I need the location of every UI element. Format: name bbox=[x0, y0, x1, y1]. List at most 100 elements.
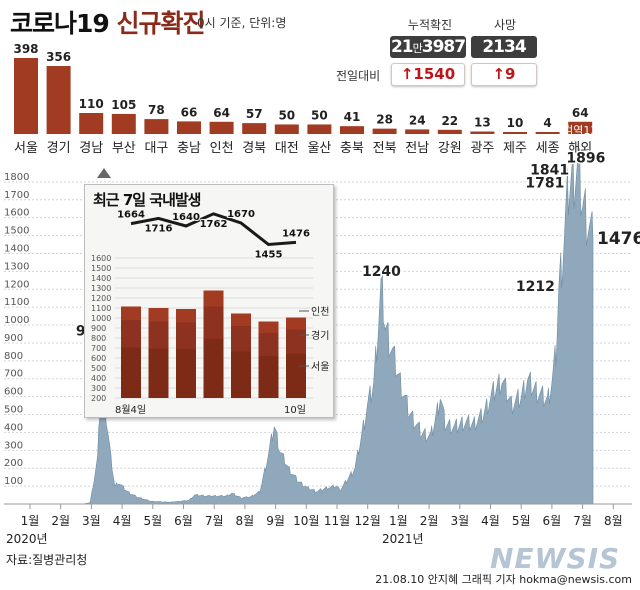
inset-y-tick-label: 300 bbox=[91, 384, 106, 393]
y-tick-label: 300 bbox=[4, 440, 23, 451]
credit-line: 21.08.10 안지혜 그래픽 기자 hokma@newsis.com bbox=[375, 573, 632, 586]
x-tick-label: 3월 bbox=[450, 514, 469, 528]
inset-pointer bbox=[97, 168, 111, 178]
x-tick-label: 4월 bbox=[113, 514, 132, 528]
y-tick-label: 700 bbox=[4, 369, 23, 380]
title-prefix: 코로나19 bbox=[10, 9, 117, 38]
y-tick-label: 1600 bbox=[4, 208, 29, 219]
inset-line-label: 1664 bbox=[117, 210, 145, 221]
x-tick-label: 6월 bbox=[543, 514, 562, 528]
inset-y-tick-label: 500 bbox=[91, 364, 106, 373]
region-bar-label: 부산 bbox=[112, 141, 136, 156]
x-tick-label: 1월 bbox=[389, 514, 408, 528]
region-bar-value: 78 bbox=[148, 103, 165, 117]
region-bar bbox=[307, 124, 332, 134]
overseas-annotation: (검역13) bbox=[559, 124, 602, 137]
region-bar-value: 13 bbox=[474, 116, 491, 130]
peak-annotation: 1212 bbox=[516, 279, 555, 295]
region-bar bbox=[340, 126, 364, 134]
inset-bar-incheon bbox=[148, 308, 169, 322]
chart-title: 코로나19 신규확진 bbox=[10, 4, 206, 40]
region-bar bbox=[79, 112, 104, 134]
inset-bar-incheon bbox=[286, 317, 306, 330]
region-bar bbox=[535, 132, 560, 134]
inset-x-label-start: 8월4일 bbox=[115, 404, 146, 416]
region-bar bbox=[274, 124, 299, 134]
region-bar-value: 105 bbox=[111, 98, 136, 112]
inset-bar-gyeonggi bbox=[176, 322, 196, 350]
inset-y-tick-label: 1600 bbox=[91, 254, 111, 263]
cumulative-delta: ↑1540 bbox=[391, 63, 465, 86]
inset-y-tick-label: 200 bbox=[91, 394, 106, 403]
title-accent: 신규확진 bbox=[116, 9, 206, 38]
region-bar-value: 10 bbox=[507, 116, 524, 130]
x-tick-label: 5월 bbox=[143, 514, 162, 528]
y-tick-label: 900 bbox=[4, 333, 23, 344]
x-tick-label: 11월 bbox=[324, 514, 350, 528]
inset-bar-gyeonggi bbox=[286, 329, 306, 354]
region-bar-value: 50 bbox=[311, 108, 328, 122]
region-bar bbox=[111, 113, 136, 134]
region-bar-label: 경남 bbox=[79, 141, 103, 156]
region-bar bbox=[372, 128, 397, 134]
inset-legend-label: 서울 bbox=[311, 361, 329, 373]
region-bar-value: 24 bbox=[409, 113, 426, 127]
region-bar-label: 인천 bbox=[210, 141, 234, 156]
region-bar-label: 광주 bbox=[470, 141, 494, 156]
peak-annotation: 1476 bbox=[597, 229, 640, 249]
inset-line-label: 1476 bbox=[282, 228, 310, 239]
y-tick-label: 200 bbox=[4, 458, 23, 469]
y-tick-label: 1200 bbox=[4, 279, 29, 290]
death-label: 사망 bbox=[493, 18, 517, 32]
daily-cases-area bbox=[56, 148, 594, 505]
inset-y-tick-label: 1000 bbox=[91, 314, 111, 323]
x-tick-label: 10월 bbox=[293, 514, 319, 528]
region-bar bbox=[568, 121, 593, 134]
region-bar-label: 전남 bbox=[405, 141, 429, 156]
region-bar-value: 64 bbox=[572, 106, 589, 120]
inset-bar-gyeonggi bbox=[258, 332, 279, 356]
chart-subtitle: 0시 기준, 단위:명 bbox=[197, 16, 287, 30]
region-bar-label: 대전 bbox=[275, 141, 299, 156]
region-bar bbox=[144, 119, 169, 134]
inset-bar-incheon bbox=[231, 313, 251, 327]
inset-legend-label: 인천 bbox=[311, 306, 329, 318]
inset-bar-gyeonggi bbox=[121, 320, 141, 348]
region-bar-value: 50 bbox=[278, 108, 295, 122]
newsis-watermark: NEWSIS bbox=[490, 542, 621, 575]
inset-line bbox=[130, 212, 297, 247]
y-tick-label: 1300 bbox=[4, 261, 29, 272]
inset-title: 최근 7일 국내발생 bbox=[93, 191, 201, 209]
cumulative-value-man: 만 bbox=[412, 42, 423, 55]
inset-legend-label: 경기 bbox=[311, 329, 329, 342]
inset-line-label: 1640 bbox=[172, 212, 200, 223]
region-bar-value: 57 bbox=[246, 107, 263, 121]
region-bar-value: 4 bbox=[543, 116, 551, 130]
inset-bar-incheon bbox=[121, 306, 141, 321]
region-bar-value: 64 bbox=[213, 106, 230, 120]
year-label-2021: 2021년 bbox=[382, 532, 424, 546]
region-bar-value: 28 bbox=[376, 113, 393, 127]
inset-y-tick-label: 600 bbox=[91, 354, 106, 363]
x-tick-label: 2월 bbox=[51, 514, 70, 528]
region-bar-value: 398 bbox=[13, 42, 38, 56]
x-tick-label: 4월 bbox=[481, 514, 500, 528]
x-tick-label: 9월 bbox=[266, 514, 285, 528]
region-bar bbox=[405, 129, 430, 134]
inset-line-label: 1455 bbox=[255, 250, 283, 261]
x-tick-label: 8월 bbox=[236, 514, 255, 528]
inset-bar-gyeonggi bbox=[148, 321, 169, 349]
region-bar bbox=[242, 123, 267, 134]
region-bar-value: 110 bbox=[79, 97, 104, 111]
y-tick-label: 800 bbox=[4, 351, 23, 362]
x-tick-label: 3월 bbox=[82, 514, 101, 528]
region-bar bbox=[437, 129, 462, 134]
y-tick-label: 1000 bbox=[4, 315, 29, 326]
region-bar-label: 강원 bbox=[438, 141, 462, 156]
y-tick-label: 600 bbox=[4, 387, 23, 398]
cumulative-box: 21만3987 bbox=[390, 36, 466, 58]
inset-y-tick-label: 900 bbox=[91, 324, 106, 333]
region-bar bbox=[503, 132, 527, 134]
y-tick-label: 500 bbox=[4, 405, 23, 416]
y-tick-label: 1100 bbox=[4, 297, 29, 308]
